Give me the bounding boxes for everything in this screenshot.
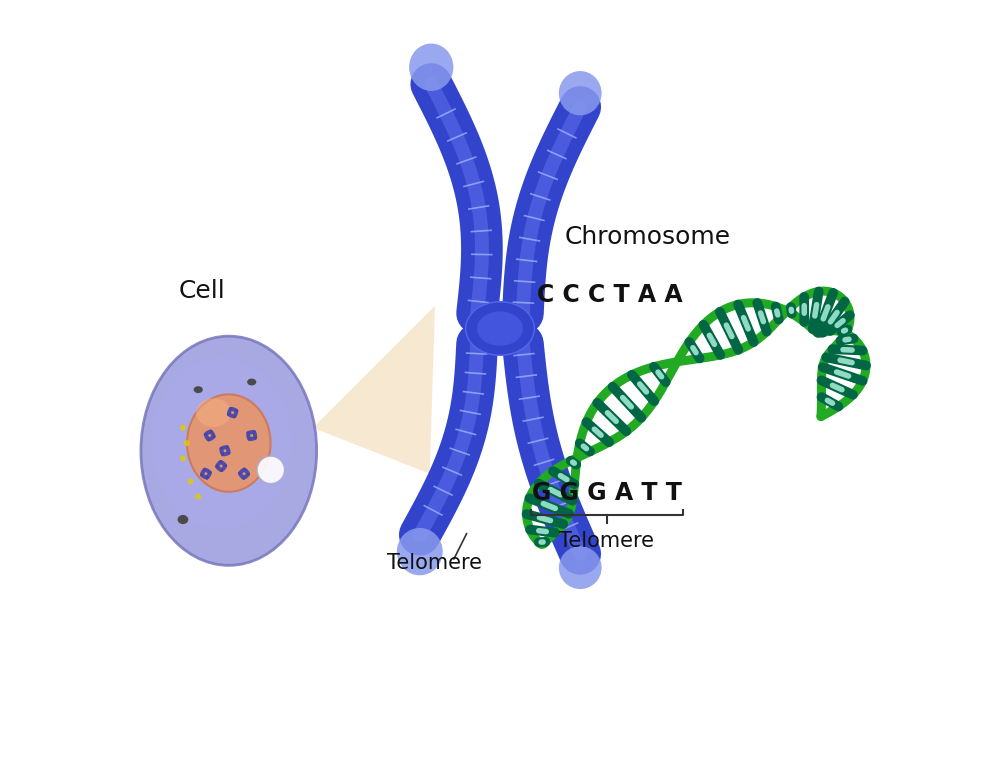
- Ellipse shape: [243, 468, 250, 475]
- Ellipse shape: [151, 358, 291, 529]
- Ellipse shape: [242, 473, 250, 480]
- Ellipse shape: [219, 447, 224, 456]
- Text: G G G A T T: G G G A T T: [532, 481, 682, 506]
- Text: Chromosome: Chromosome: [565, 225, 731, 250]
- Ellipse shape: [253, 430, 257, 439]
- Ellipse shape: [207, 435, 216, 442]
- Ellipse shape: [203, 468, 212, 474]
- Ellipse shape: [187, 394, 271, 492]
- Ellipse shape: [196, 398, 231, 427]
- Ellipse shape: [246, 430, 256, 435]
- Ellipse shape: [229, 407, 238, 412]
- Text: Cell: Cell: [179, 279, 226, 303]
- Ellipse shape: [559, 546, 602, 589]
- Ellipse shape: [178, 515, 188, 524]
- Ellipse shape: [248, 436, 257, 441]
- Ellipse shape: [141, 336, 317, 565]
- Ellipse shape: [559, 71, 602, 115]
- Ellipse shape: [246, 432, 251, 441]
- Ellipse shape: [219, 460, 227, 467]
- Ellipse shape: [409, 44, 453, 91]
- Ellipse shape: [204, 429, 212, 435]
- Ellipse shape: [247, 379, 256, 385]
- Ellipse shape: [194, 387, 203, 393]
- Ellipse shape: [238, 468, 246, 474]
- Ellipse shape: [215, 460, 222, 468]
- Circle shape: [180, 425, 186, 431]
- Ellipse shape: [238, 472, 245, 480]
- Ellipse shape: [397, 528, 443, 575]
- Polygon shape: [313, 306, 435, 474]
- Ellipse shape: [227, 407, 232, 416]
- Circle shape: [180, 455, 186, 461]
- Circle shape: [257, 456, 285, 484]
- Text: C C C T A A: C C C T A A: [537, 283, 682, 307]
- Text: Telomere: Telomere: [559, 531, 654, 551]
- Circle shape: [184, 440, 190, 446]
- Ellipse shape: [477, 312, 523, 346]
- Ellipse shape: [233, 409, 238, 418]
- Ellipse shape: [200, 474, 209, 480]
- Ellipse shape: [219, 445, 229, 450]
- Ellipse shape: [466, 302, 534, 355]
- Ellipse shape: [200, 468, 206, 476]
- Ellipse shape: [215, 465, 223, 472]
- Ellipse shape: [206, 471, 212, 480]
- Circle shape: [188, 478, 194, 484]
- Circle shape: [195, 494, 201, 500]
- Ellipse shape: [220, 465, 227, 472]
- Ellipse shape: [221, 452, 230, 456]
- Ellipse shape: [226, 445, 230, 455]
- Ellipse shape: [204, 433, 210, 442]
- Ellipse shape: [210, 429, 216, 438]
- Ellipse shape: [227, 413, 236, 418]
- Text: Telomere: Telomere: [387, 553, 482, 573]
